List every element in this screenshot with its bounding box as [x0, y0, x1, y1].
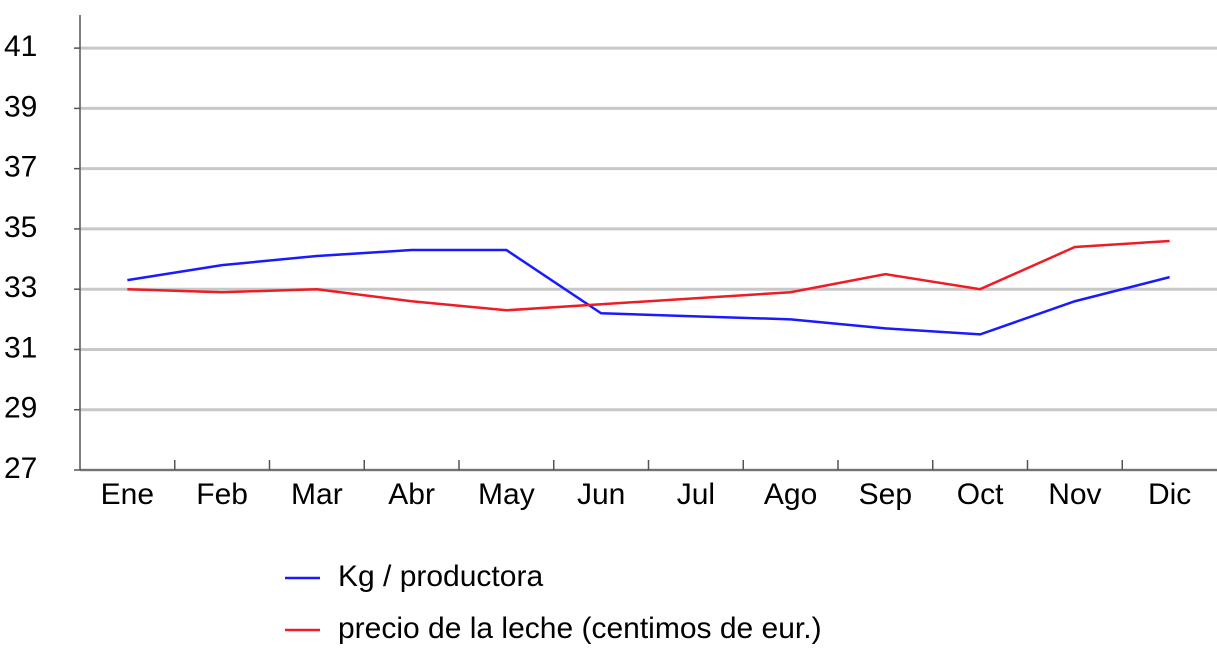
legend-label: Kg / productora — [338, 560, 543, 593]
x-tick-label: Nov — [1048, 478, 1101, 511]
y-tick-label: 27 — [4, 452, 37, 485]
x-tick-label: Sep — [859, 478, 912, 511]
x-tick-label: Feb — [196, 478, 248, 511]
x-tick-label: Ene — [101, 478, 154, 511]
x-tick-label: Mar — [291, 478, 343, 511]
x-tick-label: Dic — [1148, 478, 1191, 511]
y-tick-label: 29 — [4, 392, 37, 425]
y-tick-label: 41 — [4, 30, 37, 63]
series-line — [127, 248, 1170, 336]
y-tick-label: 37 — [4, 151, 37, 184]
x-tick-label: Jun — [577, 478, 625, 511]
x-tick-label: Abr — [388, 478, 435, 511]
legend-label: precio de la leche (centimos de eur.) — [338, 612, 822, 645]
series-line — [127, 239, 1170, 312]
x-tick-label: Jul — [677, 478, 715, 511]
x-tick-label: Ago — [764, 478, 817, 511]
y-tick-label: 31 — [4, 331, 37, 364]
y-tick-label: 39 — [4, 90, 37, 123]
x-tick-label: Oct — [957, 478, 1004, 511]
x-tick-label: May — [478, 478, 535, 511]
y-tick-label: 33 — [4, 271, 37, 304]
y-tick-label: 35 — [4, 211, 37, 244]
